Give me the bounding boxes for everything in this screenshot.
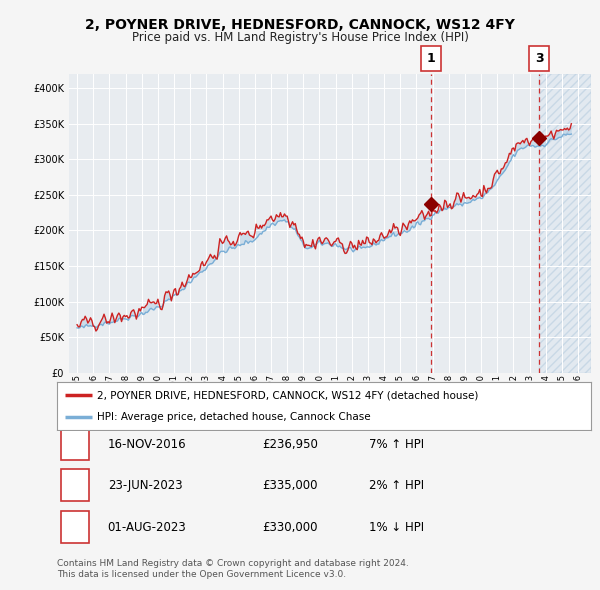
- Text: 2% ↑ HPI: 2% ↑ HPI: [370, 478, 425, 491]
- Text: £236,950: £236,950: [263, 438, 319, 451]
- FancyBboxPatch shape: [61, 511, 89, 543]
- Text: £330,000: £330,000: [263, 521, 318, 534]
- Text: 2: 2: [71, 478, 80, 491]
- FancyBboxPatch shape: [61, 469, 89, 502]
- Text: 01-AUG-2023: 01-AUG-2023: [108, 521, 187, 534]
- Text: 3: 3: [535, 52, 544, 65]
- Text: HPI: Average price, detached house, Cannock Chase: HPI: Average price, detached house, Cann…: [97, 412, 371, 422]
- Text: Price paid vs. HM Land Registry's House Price Index (HPI): Price paid vs. HM Land Registry's House …: [131, 31, 469, 44]
- Text: 2, POYNER DRIVE, HEDNESFORD, CANNOCK, WS12 4FY (detached house): 2, POYNER DRIVE, HEDNESFORD, CANNOCK, WS…: [97, 390, 478, 400]
- Text: 1% ↓ HPI: 1% ↓ HPI: [370, 521, 425, 534]
- Text: 16-NOV-2016: 16-NOV-2016: [108, 438, 187, 451]
- Text: Contains HM Land Registry data © Crown copyright and database right 2024.: Contains HM Land Registry data © Crown c…: [57, 559, 409, 568]
- FancyBboxPatch shape: [61, 428, 89, 460]
- Text: 1: 1: [71, 438, 80, 451]
- Text: 23-JUN-2023: 23-JUN-2023: [108, 478, 182, 491]
- Bar: [539, 74, 591, 373]
- Text: £335,000: £335,000: [263, 478, 318, 491]
- Text: 7% ↑ HPI: 7% ↑ HPI: [370, 438, 425, 451]
- Text: 3: 3: [71, 521, 79, 534]
- Text: 2, POYNER DRIVE, HEDNESFORD, CANNOCK, WS12 4FY: 2, POYNER DRIVE, HEDNESFORD, CANNOCK, WS…: [85, 18, 515, 32]
- Text: This data is licensed under the Open Government Licence v3.0.: This data is licensed under the Open Gov…: [57, 571, 346, 579]
- Text: 1: 1: [427, 52, 436, 65]
